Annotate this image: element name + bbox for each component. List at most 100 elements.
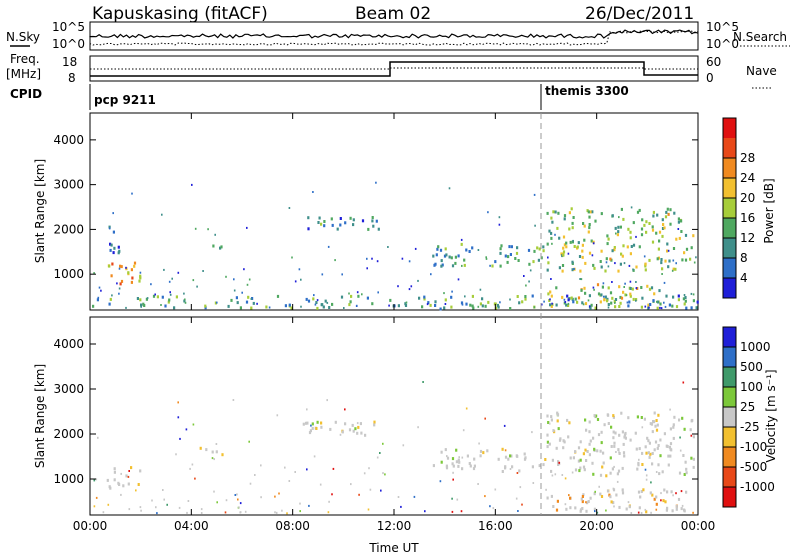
scatter-point: [404, 302, 407, 306]
scatter-point: [614, 262, 616, 265]
scatter-point: [294, 280, 297, 283]
scatter-point: [684, 299, 687, 303]
scatter-point: [617, 269, 620, 273]
scatter-point: [460, 510, 463, 513]
scatter-point: [227, 304, 230, 308]
scatter-point: [547, 421, 550, 424]
scatter-point: [579, 458, 582, 462]
scatter-point: [673, 211, 676, 215]
scatter-point: [607, 413, 610, 417]
scatter-point: [361, 293, 363, 296]
scatter-point: [133, 261, 137, 265]
scatter-point: [568, 494, 570, 497]
scatter-point: [643, 417, 646, 421]
scatter-point: [581, 495, 584, 498]
scatter-point: [356, 291, 359, 294]
scatter-point: [305, 421, 308, 425]
scatter-point: [463, 263, 466, 267]
scatter-point: [651, 462, 654, 466]
scatter-point: [408, 288, 411, 291]
scatter-point: [609, 456, 612, 460]
scatter-point: [668, 259, 671, 263]
scatter-point: [645, 478, 648, 481]
scatter-point: [661, 234, 664, 238]
scatter-point: [600, 495, 604, 498]
scatter-point: [113, 478, 116, 482]
x-tick-label: 00:00: [73, 519, 108, 533]
scatter-point: [410, 285, 413, 288]
scatter-point: [452, 464, 455, 468]
scatter-point: [624, 436, 627, 440]
scatter-point: [274, 511, 276, 514]
scatter-point: [341, 273, 343, 276]
scatter-point: [612, 430, 615, 434]
scatter-point: [564, 477, 567, 480]
scatter-point: [161, 213, 163, 216]
scatter-point: [657, 444, 660, 447]
scatter-point: [592, 286, 595, 289]
scatter-point: [580, 497, 583, 501]
scatter-point: [593, 447, 596, 451]
scatter-point: [571, 226, 574, 230]
scatter-point: [458, 456, 460, 459]
scatter-point: [588, 420, 591, 424]
scatter-point: [284, 304, 287, 308]
colorbar-segment: [723, 158, 736, 179]
scatter-point: [604, 269, 607, 273]
scatter-point: [562, 446, 565, 450]
colorbar-tick-label: 28: [740, 151, 755, 165]
scatter-point: [249, 482, 252, 485]
scatter-point: [444, 303, 447, 305]
scatter-point: [371, 219, 374, 223]
scatter-point: [677, 497, 681, 501]
scatter-point: [663, 488, 666, 492]
cpid-program-themis: themis 3300: [545, 84, 629, 98]
scatter-point: [675, 237, 678, 241]
colorbar-segment: [723, 387, 736, 408]
scatter-point: [684, 296, 687, 299]
scatter-point: [640, 490, 643, 493]
scatter-point: [660, 499, 662, 502]
scatter-point: [594, 510, 596, 513]
scatter-point: [344, 408, 346, 411]
scatter-point: [616, 480, 619, 483]
scatter-point: [635, 281, 637, 283]
scatter-point: [672, 436, 675, 440]
scatter-point: [175, 295, 178, 299]
scatter-point: [567, 252, 570, 255]
scatter-point: [647, 303, 650, 307]
noise-left-tick-top: 10^5: [52, 20, 85, 34]
scatter-point: [611, 281, 613, 283]
scatter-point: [651, 225, 654, 229]
scatter-point: [627, 304, 630, 308]
scatter-point: [591, 210, 594, 214]
scatter-point: [588, 453, 591, 457]
scatter-point: [691, 418, 694, 422]
scatter-point: [519, 486, 522, 489]
scatter-point: [562, 253, 565, 257]
scatter-point: [309, 429, 312, 433]
scatter-point: [446, 456, 450, 460]
scatter-point: [118, 292, 120, 295]
scatter-point: [583, 224, 586, 228]
scatter-point: [119, 264, 122, 268]
scatter-point: [551, 302, 553, 305]
scatter-point: [479, 302, 482, 306]
scatter-point: [664, 215, 668, 219]
scatter-point: [113, 470, 116, 474]
scatter-point: [532, 482, 535, 484]
scatter-point: [424, 510, 426, 513]
scatter-point: [660, 261, 663, 265]
scatter-point: [366, 257, 368, 260]
scatter-point: [481, 297, 484, 301]
scatter-point: [186, 511, 188, 514]
scatter-point: [644, 305, 647, 308]
scatter-point: [343, 307, 345, 309]
scatter-point: [524, 456, 527, 460]
scatter-point: [417, 279, 419, 282]
scatter-point: [376, 456, 379, 459]
scatter-point: [373, 420, 376, 424]
scatter-point: [536, 246, 539, 250]
scatter-point: [112, 212, 114, 215]
